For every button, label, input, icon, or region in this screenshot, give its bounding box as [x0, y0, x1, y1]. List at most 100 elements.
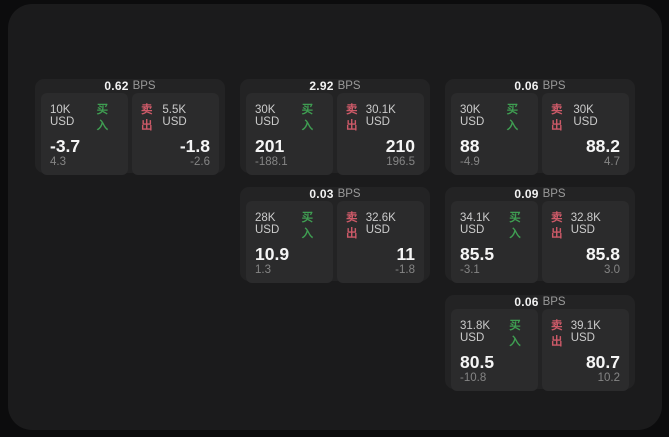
buy-label: 买入: [509, 320, 521, 348]
buy-cell-top: 34.1K USD 买入: [460, 209, 529, 241]
buy-label: 买入: [506, 104, 519, 132]
buy-price: 201: [255, 136, 285, 156]
cards-grid: 0.62 BPS 10K USD 买入 -3.7 4.3 卖出 5.5K USD…: [35, 79, 635, 392]
buy-cell[interactable]: 30K USD 买入 88 -4.9: [451, 93, 538, 176]
sell-price: 210: [385, 136, 415, 156]
bps-value: 2.92: [309, 79, 334, 93]
card-bps-header: 0.06 BPS: [445, 295, 635, 309]
buy-cell[interactable]: 30K USD 买入 201 -188.1: [246, 93, 333, 176]
bps-value: 0.03: [309, 187, 334, 201]
buy-label: 买入: [96, 104, 109, 132]
sell-price: 11: [396, 244, 416, 264]
bps-value: 0.09: [514, 187, 539, 201]
sell-delta: -2.6: [190, 156, 210, 169]
sell-delta: 4.7: [604, 156, 620, 169]
bps-value: 0.06: [514, 295, 539, 309]
sell-label: 卖出: [551, 212, 563, 240]
sell-price: 88.2: [585, 136, 620, 156]
buy-delta: -4.9: [460, 156, 480, 169]
card-bps-header: 0.06 BPS: [445, 79, 635, 93]
card-bps-header: 0.03 BPS: [240, 187, 430, 201]
buy-cell[interactable]: 28K USD 买入 10.9 1.3: [246, 201, 333, 284]
buy-amount: 30K USD: [460, 104, 485, 128]
quote-card: 0.09 BPS 34.1K USD 买入 85.5 -3.1 卖出 32.8K…: [445, 187, 635, 284]
bps-unit-label: BPS: [542, 296, 566, 308]
buy-cell-top: 30K USD 买入: [460, 101, 529, 133]
sell-cell[interactable]: 卖出 30K USD 88.2 4.7: [542, 93, 629, 176]
bps-unit-label: BPS: [337, 188, 361, 200]
sell-amount: 32.8K USD: [570, 212, 601, 236]
card-body: 30K USD 买入 88 -4.9 卖出 30K USD 88.2 4.7: [445, 93, 635, 181]
bps-unit-label: BPS: [132, 80, 156, 92]
buy-amount: 31.8K USD: [460, 320, 491, 344]
sell-delta: -1.8: [395, 264, 415, 277]
buy-price: 80.5: [460, 352, 495, 372]
sell-amount: 30K USD: [573, 104, 598, 128]
buy-price: -3.7: [50, 136, 81, 156]
sell-cell-top: 卖出 39.1K USD: [551, 317, 620, 349]
sell-cell[interactable]: 卖出 32.6K USD 11 -1.8: [337, 201, 424, 284]
quote-card: 0.62 BPS 10K USD 买入 -3.7 4.3 卖出 5.5K USD…: [35, 79, 225, 176]
card-body: 31.8K USD 买入 80.5 -10.8 卖出 39.1K USD 80.…: [445, 309, 635, 397]
bps-unit-label: BPS: [542, 188, 566, 200]
buy-cell-top: 31.8K USD 买入: [460, 317, 529, 349]
sell-label: 卖出: [551, 320, 563, 348]
sell-delta: 196.5: [386, 156, 415, 169]
sell-price: -1.8: [179, 136, 210, 156]
card-bps-header: 2.92 BPS: [240, 79, 430, 93]
buy-price: 88: [460, 136, 480, 156]
bps-value: 0.06: [514, 79, 539, 93]
sell-delta: 3.0: [604, 264, 620, 277]
buy-cell[interactable]: 31.8K USD 买入 80.5 -10.8: [451, 309, 538, 392]
sell-amount: 39.1K USD: [570, 320, 601, 344]
sell-amount: 5.5K USD: [162, 104, 187, 128]
buy-label: 买入: [301, 212, 314, 240]
sell-cell[interactable]: 卖出 5.5K USD -1.8 -2.6: [132, 93, 219, 176]
quote-card: 0.06 BPS 30K USD 买入 88 -4.9 卖出 30K USD 8…: [445, 79, 635, 176]
buy-label: 买入: [509, 212, 521, 240]
card-bps-header: 0.09 BPS: [445, 187, 635, 201]
card-body: 30K USD 买入 201 -188.1 卖出 30.1K USD 210 1…: [240, 93, 430, 181]
buy-amount: 28K USD: [255, 212, 280, 236]
buy-label: 买入: [301, 104, 314, 132]
bps-unit-label: BPS: [542, 80, 566, 92]
sell-cell[interactable]: 卖出 30.1K USD 210 196.5: [337, 93, 424, 176]
sell-cell[interactable]: 卖出 39.1K USD 80.7 10.2: [542, 309, 629, 392]
buy-delta: -3.1: [460, 264, 480, 277]
quote-card: 0.06 BPS 31.8K USD 买入 80.5 -10.8 卖出 39.1…: [445, 295, 635, 392]
sell-delta: 10.2: [597, 372, 620, 385]
sell-amount: 30.1K USD: [365, 104, 396, 128]
buy-delta: -188.1: [255, 156, 288, 169]
buy-price: 85.5: [460, 244, 495, 264]
sell-amount: 32.6K USD: [365, 212, 396, 236]
sell-cell[interactable]: 卖出 32.8K USD 85.8 3.0: [542, 201, 629, 284]
quote-card: 0.03 BPS 28K USD 买入 10.9 1.3 卖出 32.6K US…: [240, 187, 430, 284]
buy-delta: 4.3: [50, 156, 66, 169]
sell-label: 卖出: [551, 104, 563, 132]
sell-cell-top: 卖出 30.1K USD: [346, 101, 415, 133]
sell-cell-top: 卖出 32.6K USD: [346, 209, 415, 241]
sell-cell-top: 卖出 30K USD: [551, 101, 620, 133]
buy-amount: 10K USD: [50, 104, 75, 128]
buy-cell-top: 28K USD 买入: [255, 209, 324, 241]
card-body: 10K USD 买入 -3.7 4.3 卖出 5.5K USD -1.8 -2.…: [35, 93, 225, 181]
buy-amount: 34.1K USD: [460, 212, 491, 236]
buy-cell[interactable]: 10K USD 买入 -3.7 4.3: [41, 93, 128, 176]
buy-price: 10.9: [255, 244, 290, 264]
card-body: 34.1K USD 买入 85.5 -3.1 卖出 32.8K USD 85.8…: [445, 201, 635, 289]
sell-price: 85.8: [585, 244, 620, 264]
card-bps-header: 0.62 BPS: [35, 79, 225, 93]
sell-label: 卖出: [346, 212, 358, 240]
sell-cell-top: 卖出 5.5K USD: [141, 101, 210, 133]
sell-price: 80.7: [585, 352, 620, 372]
quote-card: 2.92 BPS 30K USD 买入 201 -188.1 卖出 30.1K …: [240, 79, 430, 176]
buy-delta: 1.3: [255, 264, 271, 277]
bps-value: 0.62: [104, 79, 129, 93]
buy-cell[interactable]: 34.1K USD 买入 85.5 -3.1: [451, 201, 538, 284]
sell-label: 卖出: [346, 104, 358, 132]
buy-cell-top: 30K USD 买入: [255, 101, 324, 133]
card-body: 28K USD 买入 10.9 1.3 卖出 32.6K USD 11 -1.8: [240, 201, 430, 289]
buy-delta: -10.8: [460, 372, 487, 385]
buy-amount: 30K USD: [255, 104, 280, 128]
sell-cell-top: 卖出 32.8K USD: [551, 209, 620, 241]
